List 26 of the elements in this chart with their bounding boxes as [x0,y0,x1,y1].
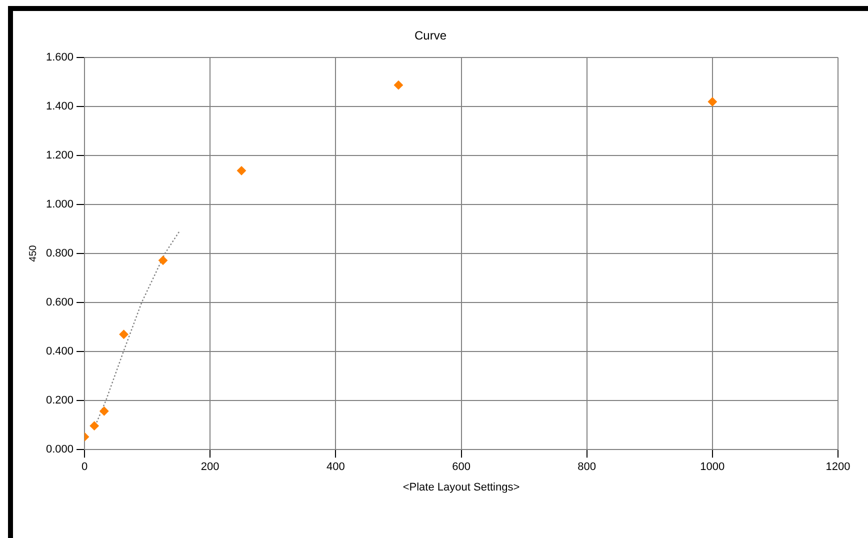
point [237,166,246,176]
point [708,97,717,106]
x-tick-label: 400 [326,461,345,474]
y-tick-label: 1.200 [46,149,74,162]
chart-title: Curve [414,28,447,43]
y-tick-label: 0.600 [46,296,74,309]
y-tick-label: 0.800 [46,248,74,260]
x-tick-label: 800 [578,461,596,474]
point [394,80,403,90]
x-tick-label: 200 [200,461,220,474]
y-tick-label: 1.000 [46,198,74,211]
point [158,256,168,265]
point [119,330,128,339]
y-tick-label: 1.600 [46,51,74,64]
x-tick-label: 0 [81,461,88,474]
y-tick-label: 0.400 [46,346,74,358]
x-tick-label: 600 [452,461,470,474]
point [100,406,109,416]
y-tick-label: 0.200 [46,394,74,407]
y-tick-label: 1.400 [46,100,74,112]
y-tick-label: 0.000 [46,444,74,456]
point [90,421,99,430]
x-tick-label: 1200 [826,461,850,474]
x-tick-label: 1000 [700,461,725,474]
x-axis-title: <Plate Layout Settings> [402,481,520,494]
y-axis-title: 450 [28,244,39,262]
